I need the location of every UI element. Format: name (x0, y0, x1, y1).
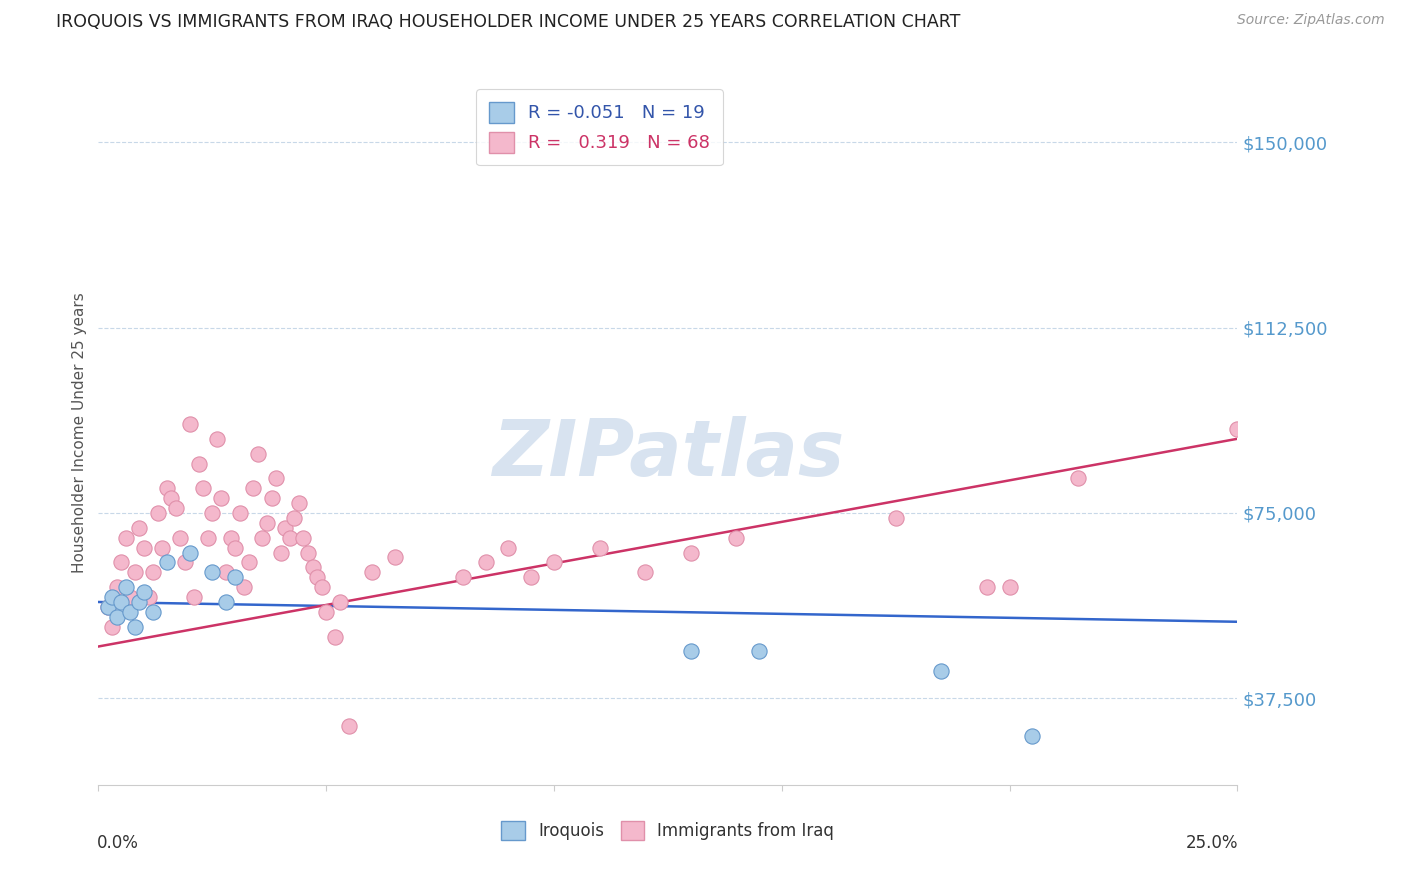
Point (101, 590, 124, 604)
Text: 0.0%: 0.0% (97, 834, 139, 852)
Point (183, 590, 205, 604)
Point (138, 590, 160, 604)
Point (307, 570, 329, 584)
Point (124, 566, 146, 580)
Point (274, 521, 297, 535)
Point (215, 566, 238, 580)
Point (132, 541, 155, 555)
Point (228, 506, 250, 520)
Point (311, 580, 333, 594)
Point (301, 560, 323, 574)
Y-axis label: Householder Income Under 25 years: Householder Income Under 25 years (72, 293, 87, 573)
Point (384, 550, 406, 565)
Point (270, 545, 292, 559)
Point (634, 566, 657, 580)
Point (242, 481, 264, 495)
Point (128, 595, 150, 609)
Point (201, 506, 224, 520)
Point (297, 545, 319, 559)
Point (543, 556, 565, 570)
Point (174, 556, 197, 570)
Point (360, 566, 382, 580)
Point (110, 595, 132, 609)
Point (215, 595, 238, 609)
Point (224, 570, 246, 584)
Point (329, 595, 352, 609)
Point (252, 531, 274, 545)
Point (288, 496, 311, 510)
Point (323, 630, 346, 644)
Text: Source: ZipAtlas.com: Source: ZipAtlas.com (1237, 13, 1385, 28)
Point (1067, 471, 1090, 485)
Point (128, 521, 150, 535)
Point (120, 590, 142, 604)
Point (187, 457, 209, 471)
Point (976, 580, 998, 594)
Point (474, 556, 496, 570)
Point (337, 718, 360, 732)
Point (278, 531, 301, 545)
Text: IROQUOIS VS IMMIGRANTS FROM IRAQ HOUSEHOLDER INCOME UNDER 25 YEARS CORRELATION C: IROQUOIS VS IMMIGRANTS FROM IRAQ HOUSEHO… (56, 13, 960, 31)
Point (142, 566, 165, 580)
Point (679, 644, 702, 658)
Point (498, 541, 520, 555)
Point (588, 541, 610, 555)
Point (205, 432, 228, 446)
Legend: Iroquois, Immigrants from Iraq: Iroquois, Immigrants from Iraq (495, 814, 841, 847)
Point (156, 556, 179, 570)
Point (114, 580, 136, 594)
Point (998, 580, 1021, 594)
Point (929, 664, 952, 678)
Text: 25.0%: 25.0% (1185, 834, 1239, 852)
Point (246, 447, 269, 461)
Point (101, 620, 124, 634)
Point (748, 644, 770, 658)
Point (451, 570, 474, 584)
Point (110, 556, 132, 570)
Point (146, 506, 169, 520)
Point (169, 531, 191, 545)
Point (96, 599, 118, 614)
Point (884, 511, 907, 525)
Point (679, 545, 702, 559)
Point (1226, 422, 1249, 436)
Point (224, 541, 246, 555)
Point (283, 511, 305, 525)
Point (105, 580, 128, 594)
Point (1021, 729, 1043, 743)
Point (156, 481, 179, 495)
Point (209, 491, 232, 505)
Point (256, 516, 278, 530)
Point (165, 501, 187, 516)
Point (150, 541, 173, 555)
Point (179, 417, 201, 431)
Point (315, 605, 337, 619)
Point (114, 531, 136, 545)
Point (520, 570, 543, 584)
Point (201, 566, 224, 580)
Point (120, 605, 142, 619)
Point (160, 491, 183, 505)
Point (124, 620, 146, 634)
Point (233, 580, 256, 594)
Point (132, 585, 155, 599)
Point (193, 481, 215, 495)
Point (219, 531, 242, 545)
Point (197, 531, 219, 545)
Point (105, 610, 128, 624)
Point (260, 491, 283, 505)
Point (292, 531, 315, 545)
Point (96, 599, 118, 614)
Point (179, 545, 201, 559)
Point (142, 605, 165, 619)
Point (725, 531, 748, 545)
Text: ZIPatlas: ZIPatlas (492, 416, 844, 491)
Point (238, 556, 260, 570)
Point (264, 471, 287, 485)
